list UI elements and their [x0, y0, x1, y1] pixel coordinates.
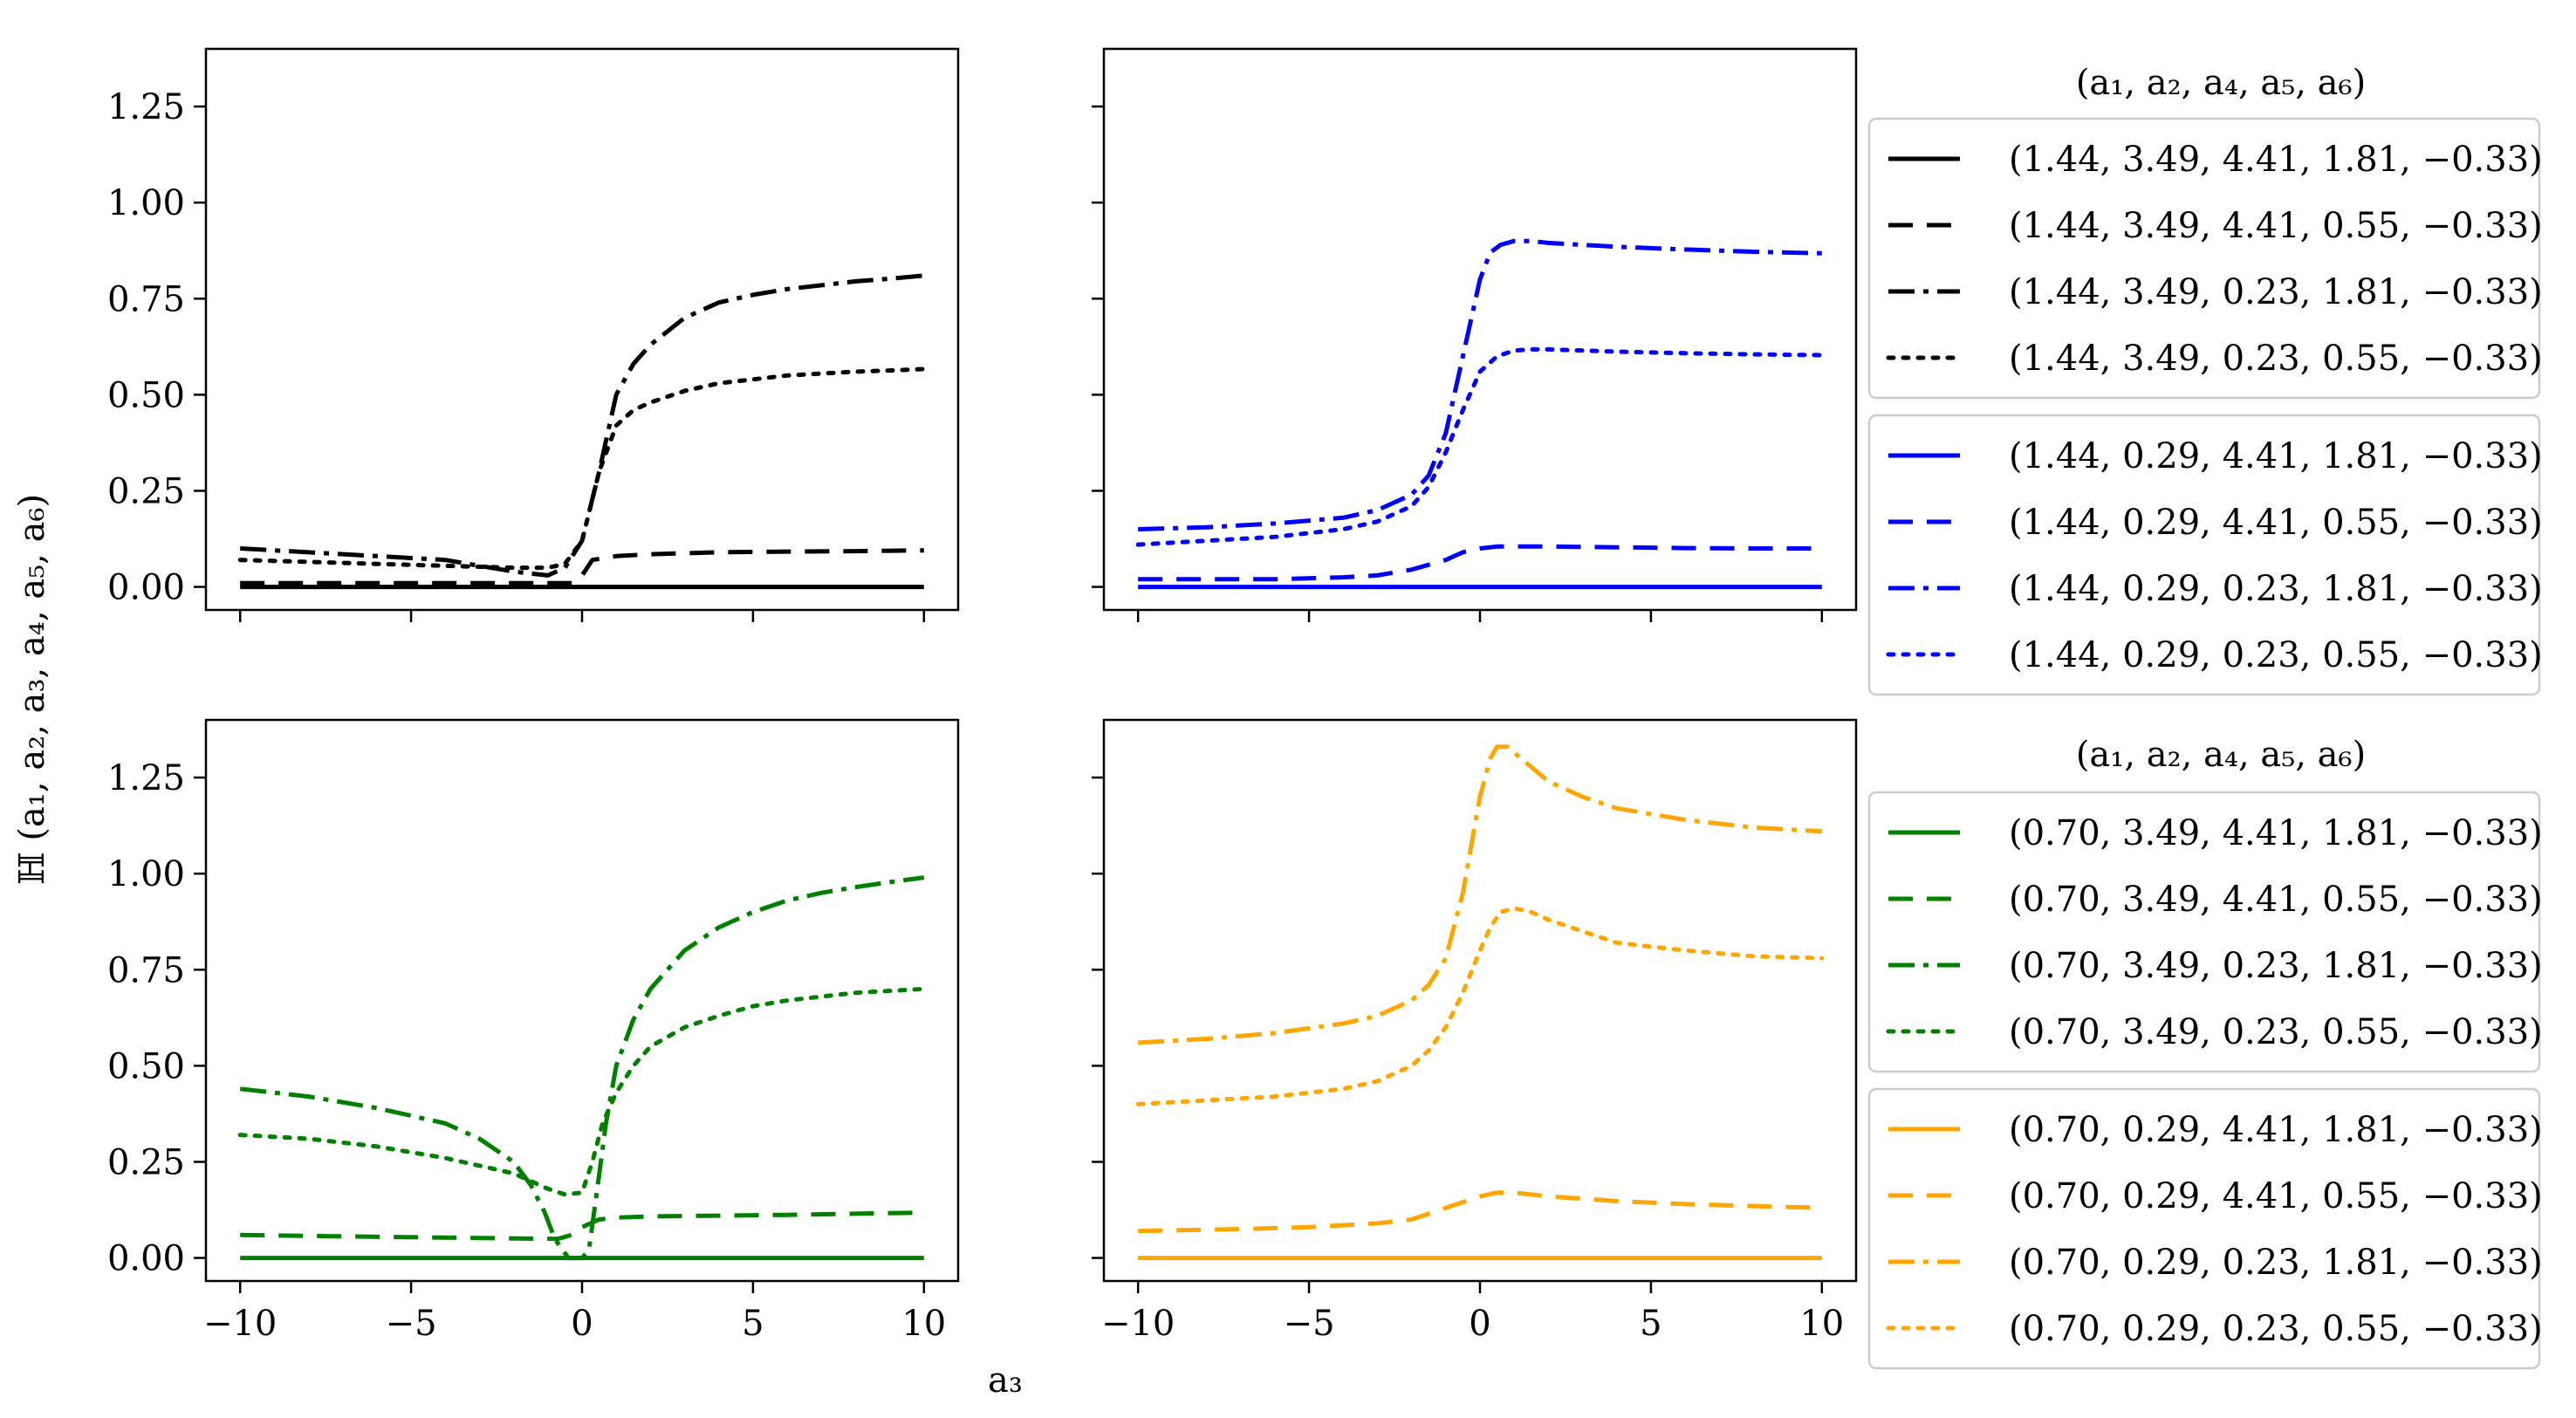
legend-label-top-right-0: (1.44, 0.29, 4.41, 1.81, −0.33)	[2009, 436, 2543, 476]
y-tick-label-bottom-left-0: 0.00	[107, 1239, 185, 1279]
x-axis-label: a₃	[988, 1360, 1023, 1401]
y-tick-label-top-left-0: 0.00	[107, 568, 185, 608]
legend-bottom: (a₁, a₂, a₄, a₅, a₆) (0.70, 3.49, 4.41, …	[1867, 735, 2543, 1370]
series-line-bottom-left-3	[237, 986, 927, 1197]
y-tick-label-bottom-left-4: 1.00	[107, 854, 185, 894]
legend-top-title: (a₁, a₂, a₄, a₅, a₆)	[2076, 63, 2366, 103]
y-tick-label-bottom-left-3: 0.75	[107, 950, 185, 990]
x-tick-label-bottom-left-1: −5	[386, 1304, 437, 1344]
legend-label-top-left-1: (1.44, 3.49, 4.41, 0.55, −0.33)	[2009, 206, 2543, 246]
panel-bottom-right: −10 −5 0 5 10	[1092, 718, 1858, 1344]
legend-label-bottom-right-2: (0.70, 0.29, 0.23, 1.81, −0.33)	[2009, 1243, 2543, 1283]
series-line-top-left-1	[240, 548, 924, 586]
series-line-bottom-right-2	[1138, 744, 1822, 1045]
legend-box-top-right	[1867, 414, 2541, 696]
x-tick-label-bottom-right-4: 10	[1799, 1304, 1844, 1344]
y-tick-label-top-left-5: 1.25	[107, 87, 185, 127]
legend-label-top-right-1: (1.44, 0.29, 4.41, 0.55, −0.33)	[2009, 503, 2543, 543]
legend-label-top-left-3: (1.44, 3.49, 0.23, 0.55, −0.33)	[2009, 339, 2543, 379]
x-tick-label-bottom-left-0: −10	[203, 1304, 277, 1344]
panel-top-left: 0.00 0.25 0.50 0.75 1.00 1.25	[107, 47, 960, 622]
series-line-bottom-left-2	[239, 875, 925, 1261]
y-tick-label-top-left-2: 0.50	[107, 375, 185, 415]
legend-label-top-right-2: (1.44, 0.29, 0.23, 1.81, −0.33)	[2009, 569, 2543, 609]
series-line-top-left-2	[240, 273, 925, 578]
y-tick-label-bottom-left-5: 1.25	[107, 758, 185, 798]
legend-label-bottom-left-3: (0.70, 3.49, 0.23, 0.55, −0.33)	[2009, 1012, 2543, 1052]
y-tick-label-top-left-3: 0.75	[107, 279, 185, 319]
legend-box-top-left	[1867, 117, 2541, 400]
legend-label-top-left-2: (1.44, 3.49, 0.23, 1.81, −0.33)	[2009, 272, 2543, 312]
axes-frame-top-right	[1102, 47, 1858, 612]
legend-box-bottom-left	[1867, 791, 2541, 1073]
x-tick-label-bottom-left-2: 0	[571, 1304, 593, 1344]
axes-frame-top-left	[204, 47, 960, 612]
y-tick-label-top-left-4: 1.00	[107, 183, 185, 223]
legend-label-top-right-3: (1.44, 0.29, 0.23, 0.55, −0.33)	[2009, 635, 2543, 675]
axes-frame-bottom-left	[204, 718, 960, 1283]
series-line-bottom-right-3	[1135, 906, 1825, 1106]
series-line-top-right-1	[1138, 544, 1822, 582]
y-tick-label-bottom-left-1: 0.25	[107, 1142, 185, 1182]
legend-bottom-title: (a₁, a₂, a₄, a₅, a₆)	[2076, 735, 2366, 775]
x-tick-label-bottom-left-3: 5	[742, 1304, 764, 1344]
y-axis-label: ℍ (a₁, a₂, a₃, a₄, a₅, a₆)	[12, 494, 52, 885]
x-tick-label-bottom-left-4: 10	[901, 1304, 946, 1344]
x-tick-label-bottom-right-1: −5	[1284, 1304, 1335, 1344]
legend-label-bottom-left-2: (0.70, 3.49, 0.23, 1.81, −0.33)	[2009, 946, 2543, 986]
series-line-top-right-2	[1138, 238, 1822, 531]
x-tick-label-bottom-right-3: 5	[1640, 1304, 1661, 1344]
panel-bottom-left: −10 −5 0 5 10 0.00 0.25 0.50 0.75 1.00 1.25	[107, 718, 960, 1344]
legend-label-bottom-left-1: (0.70, 3.49, 4.41, 0.55, −0.33)	[2009, 880, 2543, 920]
x-tick-label-bottom-right-0: −10	[1101, 1304, 1175, 1344]
legend-box-bottom-right	[1867, 1087, 2541, 1370]
legend-top: (a₁, a₂, a₄, a₅, a₆) (1.44, 3.49, 4.41, …	[1867, 63, 2543, 696]
panel-top-right	[1092, 47, 1858, 622]
x-tick-label-bottom-right-2: 0	[1469, 1304, 1490, 1344]
legend-label-bottom-right-0: (0.70, 0.29, 4.41, 1.81, −0.33)	[2009, 1110, 2543, 1150]
legend-label-top-left-0: (1.44, 3.49, 4.41, 1.81, −0.33)	[2009, 140, 2543, 180]
legend-label-bottom-right-1: (0.70, 0.29, 4.41, 0.55, −0.33)	[2009, 1176, 2543, 1216]
y-tick-label-bottom-left-2: 0.50	[107, 1046, 185, 1086]
series-line-bottom-left-1	[240, 1210, 924, 1242]
series-line-bottom-right-1	[1138, 1190, 1822, 1234]
series-line-top-left-3	[237, 366, 927, 571]
y-tick-label-top-left-1: 0.25	[107, 471, 185, 511]
series-line-top-right-3	[1135, 346, 1825, 547]
legend-label-bottom-left-0: (0.70, 3.49, 4.41, 1.81, −0.33)	[2009, 813, 2543, 853]
legend-label-bottom-right-3: (0.70, 0.29, 0.23, 0.55, −0.33)	[2009, 1309, 2543, 1349]
